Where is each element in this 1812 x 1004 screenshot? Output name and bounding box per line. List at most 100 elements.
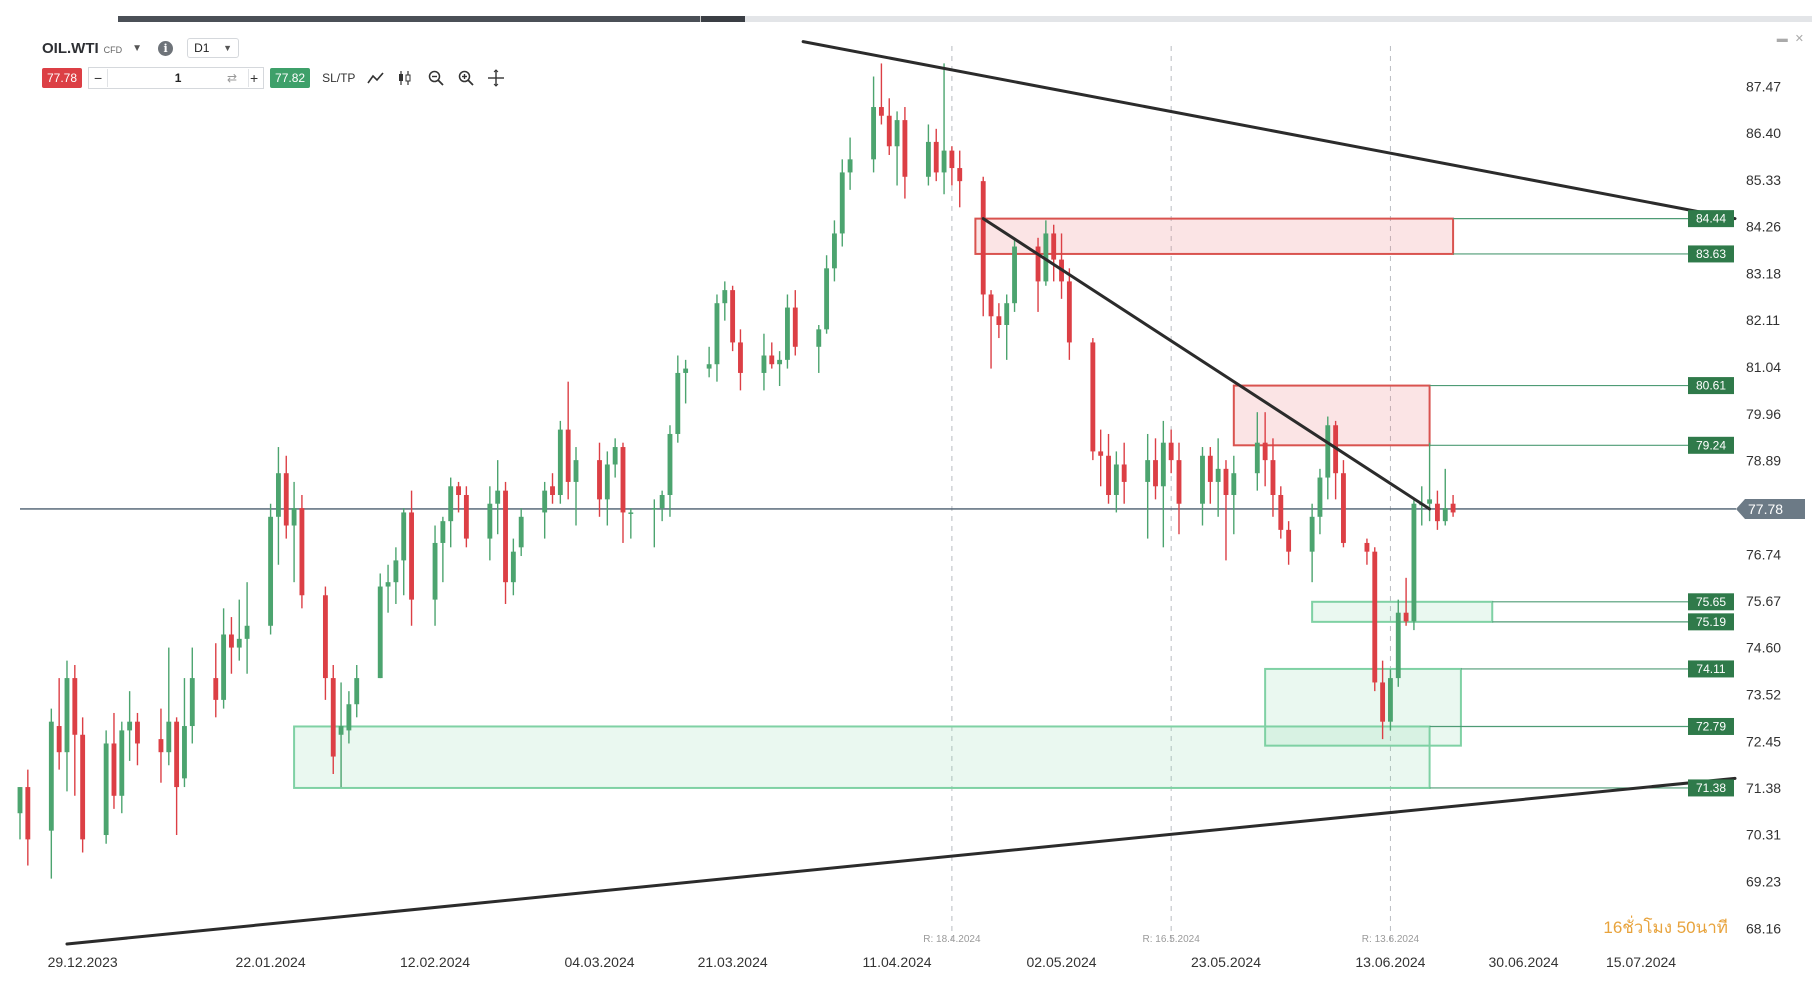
bull-candle bbox=[166, 721, 172, 753]
bear-candle bbox=[1223, 468, 1229, 495]
bear-candle bbox=[878, 107, 884, 116]
zoom-out-icon[interactable] bbox=[427, 69, 445, 87]
zoom-in-icon[interactable] bbox=[457, 69, 475, 87]
level-tag-label: 71.38 bbox=[1696, 781, 1726, 795]
bull-candle bbox=[1043, 233, 1049, 282]
date-tick-label: 15.07.2024 bbox=[1606, 954, 1676, 970]
scrollbar-track-filled bbox=[118, 16, 744, 22]
trendline bbox=[65, 776, 1737, 946]
bull-candle bbox=[64, 678, 70, 753]
symbol-name[interactable]: OIL.WTI bbox=[42, 39, 99, 57]
bear-candle bbox=[1176, 460, 1182, 504]
bear-candle bbox=[988, 294, 994, 317]
current-price-label: 77.78 bbox=[1748, 501, 1783, 517]
minimize-icon[interactable]: ▬ bbox=[1776, 33, 1788, 45]
level-tag-label: 74.11 bbox=[1696, 662, 1725, 676]
bear-candle bbox=[1168, 442, 1174, 461]
bear-candle bbox=[409, 512, 414, 600]
price-tick-label: 69.23 bbox=[1746, 874, 1781, 890]
bear-candle bbox=[949, 150, 955, 169]
bear-candle bbox=[1341, 473, 1346, 543]
bull-candle bbox=[1160, 442, 1166, 487]
bull-candle bbox=[1200, 455, 1205, 504]
bull-candle bbox=[824, 268, 830, 330]
price-tick-label: 79.96 bbox=[1746, 406, 1781, 422]
bear-candle bbox=[1121, 464, 1127, 482]
bear-candle bbox=[1035, 246, 1041, 282]
bull-candle bbox=[604, 464, 610, 500]
trendline bbox=[981, 217, 1432, 511]
sell-button[interactable]: 77.78 bbox=[42, 68, 83, 88]
sltp-button[interactable]: SL/TP bbox=[322, 71, 356, 85]
level-tag-label: 84.44 bbox=[1696, 212, 1726, 226]
bear-candle bbox=[1372, 551, 1378, 683]
swap-icon[interactable]: ⇄ bbox=[227, 71, 238, 85]
bull-candle bbox=[1231, 473, 1237, 495]
buy-button[interactable]: 77.82 bbox=[270, 68, 311, 88]
date-tick-label: 23.05.2024 bbox=[1191, 954, 1261, 970]
level-tag bbox=[1688, 660, 1734, 678]
bull-candle bbox=[667, 433, 673, 495]
close-icon[interactable]: ✕ bbox=[1794, 33, 1804, 45]
bull-candle bbox=[182, 726, 187, 779]
bear-candle bbox=[1270, 460, 1276, 495]
symbol-dropdown-icon[interactable]: ▼ bbox=[132, 42, 143, 54]
level-tag-label: 79.24 bbox=[1696, 438, 1726, 452]
level-tag bbox=[1688, 613, 1734, 631]
bull-candle bbox=[17, 787, 23, 814]
bear-candle bbox=[1403, 612, 1409, 622]
trade-row: 77.78 − 1 ⇄ + 77.82 SL/TP bbox=[42, 66, 505, 90]
quantity-input[interactable]: 1 bbox=[107, 69, 250, 87]
bear-candle bbox=[299, 508, 305, 596]
bear-candle bbox=[980, 181, 986, 295]
bull-candle bbox=[1388, 678, 1393, 722]
info-icon[interactable]: i bbox=[158, 40, 174, 56]
bull-candle bbox=[495, 490, 501, 504]
chart-scrollbar[interactable] bbox=[118, 16, 1812, 22]
time-axis[interactable]: 29.12.2023 22.01.2024 12.02.2024 04.03.2024… bbox=[48, 954, 1677, 970]
current-price-tag bbox=[1736, 498, 1805, 519]
level-tag-label: 75.65 bbox=[1696, 595, 1726, 609]
date-tick-label: 13.06.2024 bbox=[1355, 954, 1425, 970]
date-tick-label: 12.02.2024 bbox=[400, 954, 470, 970]
chevron-down-icon: ▼ bbox=[223, 43, 233, 53]
quantity-increase-button[interactable]: + bbox=[249, 70, 259, 86]
price-tick-label: 87.47 bbox=[1746, 79, 1781, 95]
timeframe-select[interactable]: D1 ▼ bbox=[187, 38, 240, 58]
bull-candle bbox=[871, 107, 877, 160]
bull-candle bbox=[1442, 508, 1448, 522]
bull-candle bbox=[127, 721, 133, 731]
bull-candle bbox=[221, 634, 227, 700]
quantity-decrease-button[interactable]: − bbox=[93, 70, 103, 86]
date-tick-label: 22.01.2024 bbox=[236, 954, 306, 970]
level-tag bbox=[1688, 377, 1734, 395]
level-tag bbox=[1688, 717, 1734, 735]
bear-candle bbox=[213, 678, 219, 700]
scrollbar-thumb[interactable] bbox=[700, 16, 745, 22]
bull-candle bbox=[1427, 499, 1433, 504]
bull-candle bbox=[1012, 246, 1017, 304]
bear-candle bbox=[1450, 503, 1456, 513]
candle-type-icon[interactable] bbox=[397, 69, 415, 87]
bear-candle bbox=[456, 486, 461, 495]
price-tick-label: 86.40 bbox=[1746, 125, 1781, 141]
bear-candle bbox=[769, 355, 775, 365]
bear-candle bbox=[72, 678, 78, 735]
level-tag-label: 80.61 bbox=[1696, 379, 1726, 393]
bull-candle bbox=[1309, 516, 1315, 552]
bull-candle bbox=[1317, 477, 1323, 517]
price-axis[interactable]: 87.47 86.40 85.33 84.26 83.18 82.11 81.04 79.96… bbox=[1736, 79, 1805, 937]
crosshair-icon[interactable] bbox=[487, 69, 505, 87]
bull-candle bbox=[1325, 425, 1331, 478]
line-chart-icon[interactable] bbox=[367, 69, 385, 87]
bull-candle bbox=[385, 582, 391, 587]
bull-candle bbox=[894, 120, 900, 147]
bear-candle bbox=[792, 307, 798, 347]
trendlines bbox=[65, 40, 1737, 946]
bull-candle bbox=[659, 495, 665, 509]
price-tick-label: 82.11 bbox=[1746, 312, 1780, 328]
bull-candle bbox=[103, 743, 109, 836]
bear-candle bbox=[902, 120, 908, 177]
bear-candle bbox=[1090, 342, 1096, 452]
